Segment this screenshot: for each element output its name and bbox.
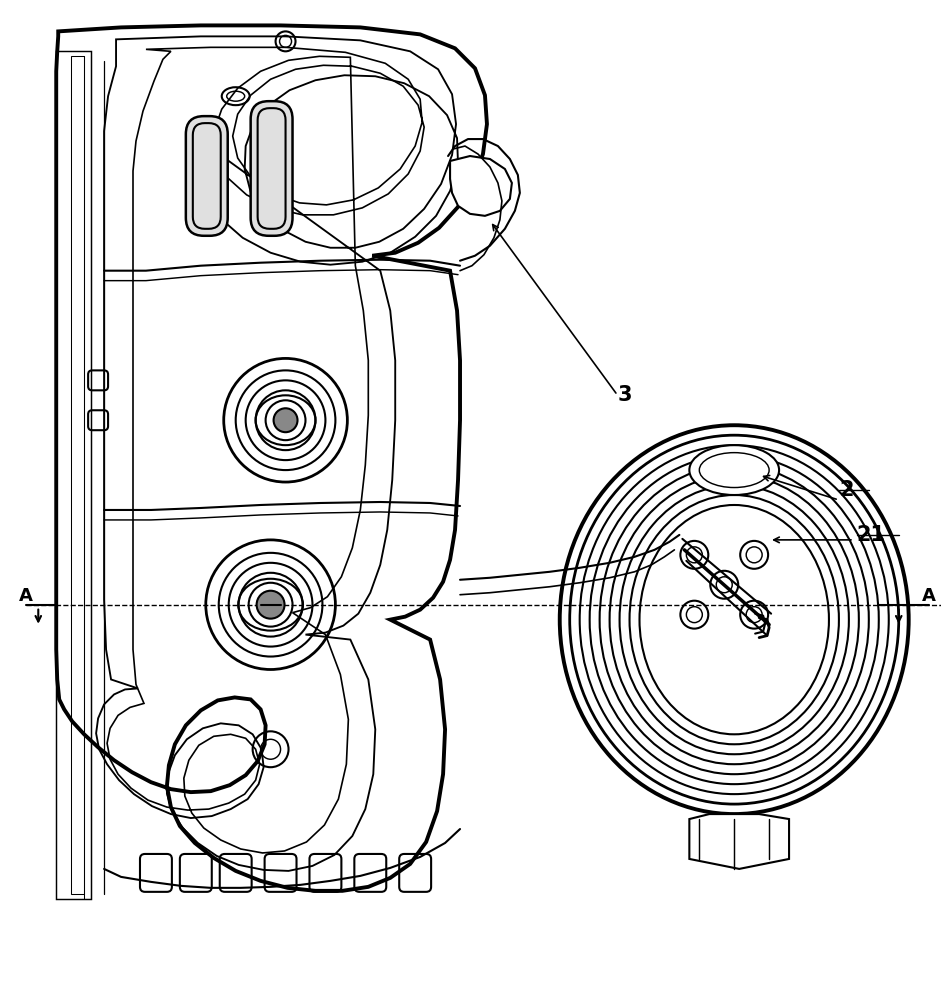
Ellipse shape (629, 495, 839, 744)
Text: 21: 21 (857, 525, 885, 545)
Polygon shape (57, 25, 487, 891)
Text: A: A (20, 587, 33, 605)
Ellipse shape (560, 425, 909, 814)
FancyBboxPatch shape (186, 116, 228, 236)
Text: 2: 2 (839, 480, 853, 500)
Polygon shape (450, 156, 512, 216)
Polygon shape (690, 814, 789, 869)
Text: 3: 3 (618, 385, 632, 405)
FancyBboxPatch shape (251, 101, 293, 236)
Text: A: A (921, 587, 935, 605)
Ellipse shape (690, 445, 779, 495)
Circle shape (256, 591, 284, 619)
Circle shape (273, 408, 298, 432)
